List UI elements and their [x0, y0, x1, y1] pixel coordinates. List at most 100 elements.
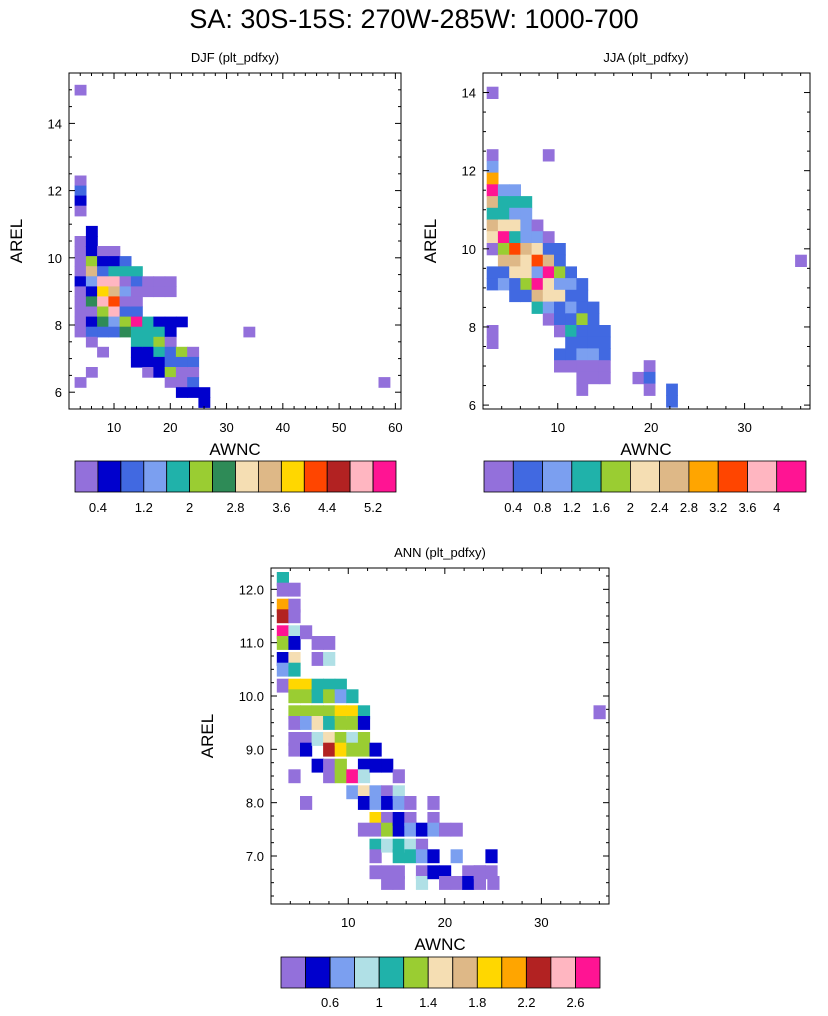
- y-tick-label: 8: [469, 320, 476, 335]
- heatmap-cell: [97, 306, 109, 318]
- colorbar-label: 0.6: [321, 995, 339, 1010]
- heatmap-cell: [357, 705, 371, 720]
- heatmap-cell: [288, 582, 301, 597]
- colorbar-label: 1.4: [419, 995, 437, 1010]
- heatmap-cell: [542, 243, 555, 256]
- heatmap-cell: [288, 662, 301, 677]
- heatmap-cell: [357, 796, 371, 810]
- heatmap-cell: [130, 336, 143, 348]
- heatmap-cell: [357, 822, 371, 837]
- colorbar-label: 4: [773, 500, 780, 515]
- heatmap-cell: [666, 383, 678, 396]
- y-tick-label: 8: [55, 318, 62, 333]
- heatmap-cell: [462, 865, 475, 880]
- x-axis-label: AWNC: [620, 440, 671, 459]
- colorbar-box: [776, 460, 807, 493]
- heatmap-cell: [509, 278, 521, 291]
- colorbar-box: [452, 956, 478, 989]
- heatmap-cell: [427, 865, 440, 880]
- heatmap-cell: [323, 732, 336, 746]
- heatmap-cell: [392, 876, 405, 890]
- colorbar-label: 3.6: [272, 500, 290, 515]
- heatmap-cell: [357, 758, 371, 773]
- heatmap-cell: [486, 207, 499, 221]
- heatmap-cell: [587, 348, 600, 361]
- heatmap-cell: [311, 732, 324, 746]
- heatmap-cells: [486, 86, 807, 408]
- panel-title: DJF (plt_pdfxy): [191, 50, 279, 65]
- heatmap-cell: [565, 266, 577, 279]
- heatmap-cell: [497, 184, 510, 197]
- heatmap-cell: [520, 219, 533, 232]
- heatmap-cell: [392, 769, 405, 784]
- heatmap-cell: [439, 865, 452, 880]
- heatmap-cell: [74, 316, 87, 328]
- heatmap-cell: [485, 849, 498, 864]
- heatmap-cell: [632, 371, 645, 385]
- heatmap-cell: [97, 316, 109, 328]
- heatmap-cell: [108, 296, 121, 308]
- heatmap-cell: [108, 246, 121, 257]
- heatmap-cell: [130, 306, 143, 318]
- colorbar: 0.6 1 1.4 1.8 2.2 2.6: [280, 956, 601, 1010]
- colorbar-box: [235, 460, 259, 493]
- heatmap-cell: [323, 742, 336, 757]
- colorbar-box: [97, 460, 122, 493]
- heatmap-cell: [85, 276, 98, 287]
- heatmap-cell: [74, 296, 87, 308]
- heatmap-cell: [554, 289, 566, 303]
- heatmap-cell: [554, 243, 566, 256]
- heatmap-cell: [323, 652, 336, 666]
- heatmap-cell: [357, 742, 371, 757]
- heatmap-cell: [427, 812, 440, 826]
- y-tick-label: 7.0: [246, 849, 264, 864]
- heatmap-cell: [542, 289, 555, 303]
- colorbar-label: 2.8: [226, 500, 244, 515]
- heatmap-cell: [520, 243, 533, 256]
- heatmap-cell: [587, 325, 600, 338]
- colorbar-box: [257, 460, 282, 493]
- heatmap-cell: [311, 689, 324, 704]
- heatmap-cell: [74, 276, 87, 287]
- heatmap-cell: [85, 296, 98, 308]
- heatmap-cell: [381, 812, 394, 826]
- heatmap-cell: [85, 316, 98, 328]
- heatmap-cell: [520, 207, 533, 221]
- x-tick-label: 40: [276, 420, 290, 435]
- y-tick-label: 12.0: [239, 582, 264, 597]
- heatmap-cell: [346, 769, 359, 784]
- y-tick-label: 8.0: [246, 796, 264, 811]
- colorbar-box: [717, 460, 748, 493]
- heatmap-cell: [565, 360, 577, 373]
- heatmap-cell: [142, 346, 155, 358]
- colorbar-box: [305, 956, 331, 989]
- colorbar: 0.4 1.2 2 2.8 3.6 4.4 5.2: [74, 460, 397, 515]
- heatmap-cell: [598, 360, 611, 373]
- heatmap-cell: [198, 397, 211, 408]
- heatmap-cell: [175, 346, 188, 358]
- heatmap-cell: [164, 377, 177, 388]
- heatmap-cell: [97, 326, 109, 338]
- colorbar-box: [189, 460, 213, 493]
- heatmap-cell: [97, 266, 109, 277]
- heatmap-cell: [108, 276, 121, 287]
- heatmap-cell: [576, 313, 589, 326]
- colorbar-box: [349, 460, 374, 493]
- heatmap-cell: [300, 625, 313, 640]
- heatmap-cell: [175, 316, 188, 328]
- colorbar-label: 1: [376, 995, 383, 1010]
- heatmap-cell: [497, 231, 510, 244]
- colorbar-box: [120, 460, 145, 493]
- heatmap-cell: [97, 256, 109, 267]
- y-tick-label: 6: [469, 398, 476, 413]
- x-tick-label: 30: [737, 420, 751, 435]
- panel-ann: ANN (plt_pdfxy)10 20 307.08.09.010.011.012…: [198, 545, 610, 1010]
- heatmap-cell: [323, 705, 336, 720]
- heatmap-cell: [486, 184, 499, 197]
- colorbar-box: [542, 460, 573, 493]
- x-tick-label: 10: [341, 915, 355, 930]
- heatmap-cell: [439, 822, 452, 837]
- heatmap-cell: [554, 360, 566, 373]
- heatmap-cell: [164, 316, 177, 328]
